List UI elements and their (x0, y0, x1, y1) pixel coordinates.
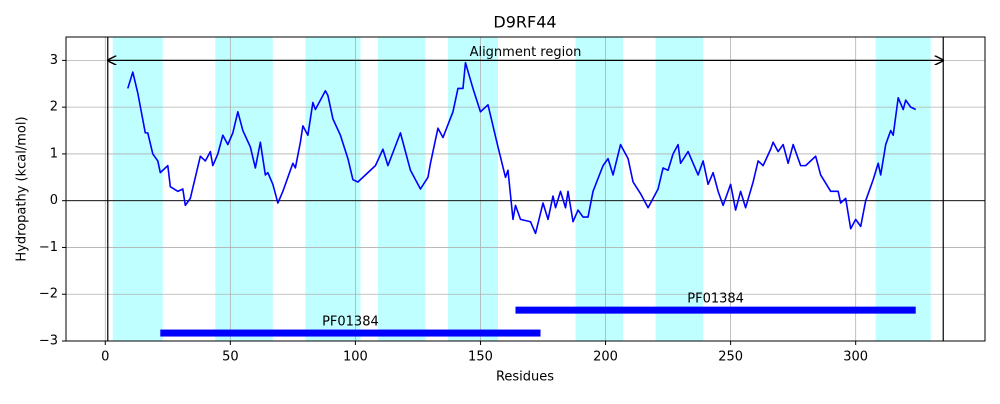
domain-bar (160, 329, 541, 337)
x-tick-label: 200 (593, 350, 618, 365)
x-tick-label: 300 (843, 350, 868, 365)
membrane-band (655, 37, 704, 341)
alignment-label: Alignment region (470, 45, 582, 60)
chart-title: D9RF44 (493, 13, 556, 32)
x-tick-label: 0 (101, 350, 109, 365)
plot-area: 0 50 100 150 200 250 300 −3 −2 −1 0 1 2 3 Alignment re… (39, 36, 986, 365)
domain-bar (515, 306, 916, 314)
membrane-band (447, 37, 498, 341)
membrane-band (875, 37, 931, 341)
membrane-band (377, 37, 426, 341)
x-tick-label: 100 (343, 350, 368, 365)
x-tick-label: 250 (718, 350, 743, 365)
y-tick-label: 2 (50, 100, 58, 115)
domain-label: PF01384 (322, 315, 379, 330)
x-axis-label: Residues (496, 370, 554, 385)
y-axis-label: Hydropathy (kcal/mol) (15, 116, 30, 261)
y-tick-label: 3 (50, 53, 58, 68)
domain-label: PF01384 (687, 292, 744, 307)
axes-frame (65, 36, 986, 342)
x-tick-label: 150 (468, 350, 493, 365)
membrane-band (305, 37, 361, 341)
y-tick-label: −1 (39, 240, 58, 255)
y-tick-label: 1 (50, 146, 58, 161)
membrane-band (112, 37, 163, 341)
membrane-band (215, 37, 273, 341)
y-tick-label: −2 (39, 287, 58, 302)
y-tick-label: −3 (39, 334, 58, 349)
x-tick-label: 50 (222, 350, 239, 365)
hydropathy-line (127, 61, 917, 235)
membrane-band (575, 37, 624, 341)
y-tick-label: 0 (50, 193, 58, 208)
